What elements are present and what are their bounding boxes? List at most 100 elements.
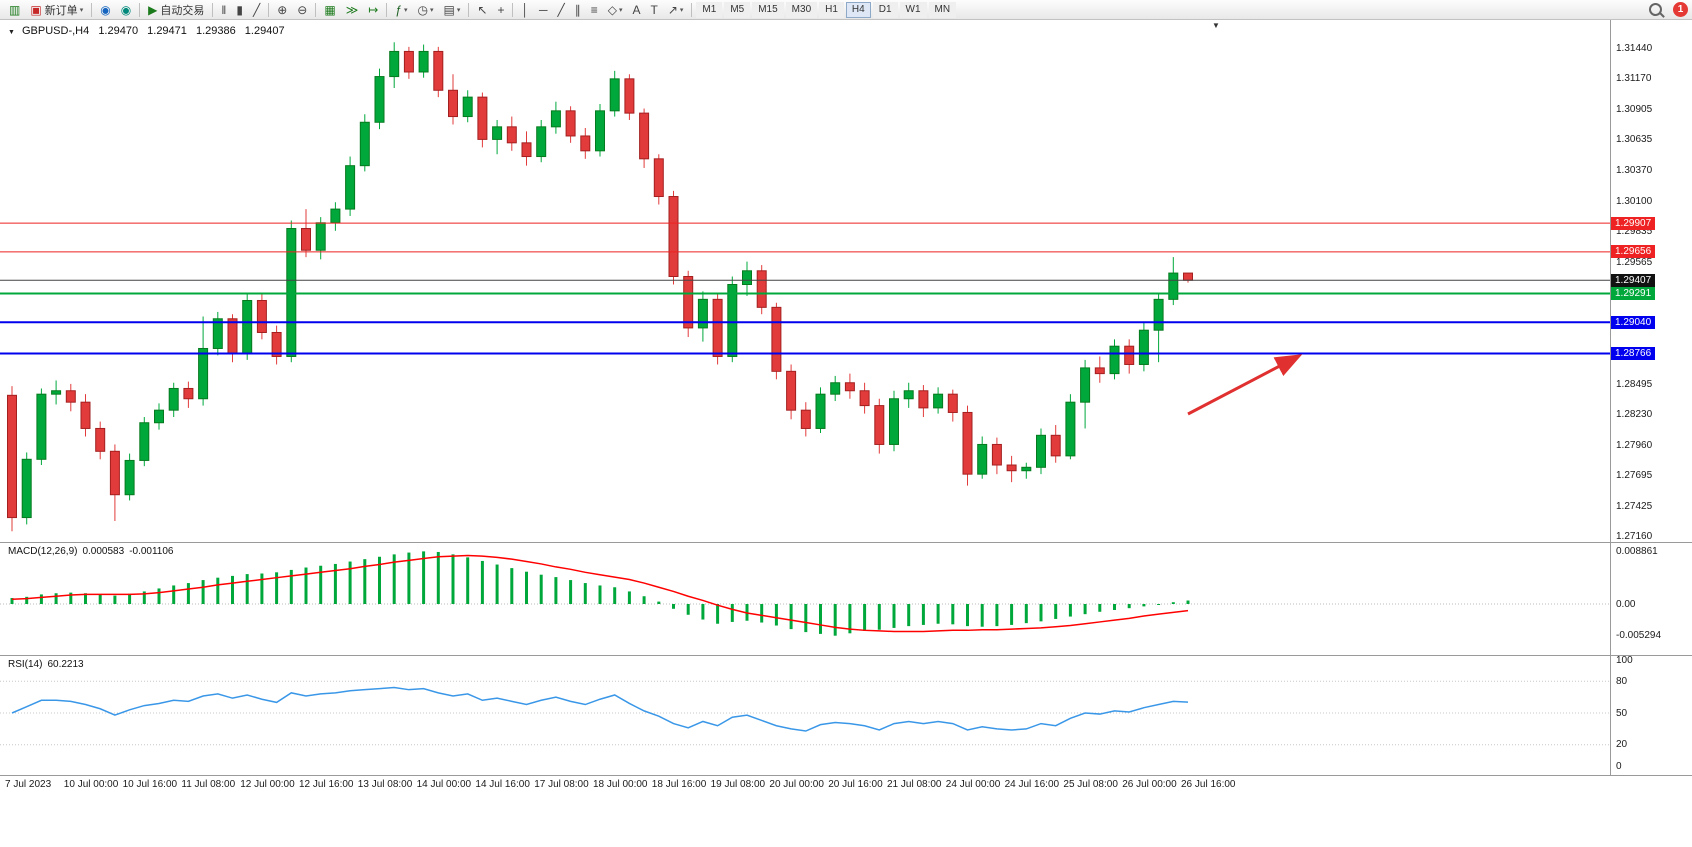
new-chart-button[interactable]: ▥ <box>5 1 24 18</box>
line-chart-icon: ╱ <box>252 2 261 17</box>
macd-label: MACD(12,26,9) 0.000583 -0.001106 <box>8 546 174 557</box>
autotrading-icon: ▶ <box>148 2 158 17</box>
quote-high: 1.29471 <box>147 25 187 37</box>
toolbar-separator <box>691 2 693 17</box>
toolbar-separator <box>268 2 270 17</box>
trendline-icon: ╱ <box>557 2 565 17</box>
toolbar-separator <box>512 2 514 17</box>
toolbar-separator <box>468 2 470 17</box>
quote-open: 1.29470 <box>98 25 139 37</box>
search-button[interactable] <box>1645 1 1666 18</box>
one-click-trading-toggle[interactable]: ▼ <box>8 29 15 36</box>
notifications-badge[interactable]: 1 <box>1673 2 1688 17</box>
indicators-icon: ƒ <box>395 2 402 17</box>
vertical-line-icon: │ <box>521 2 529 17</box>
time-axis <box>0 776 1692 847</box>
chevron-down-icon: ▾ <box>430 6 434 14</box>
new-order-icon: ▣ <box>30 2 42 17</box>
shapes-button[interactable]: ◇ ▾ <box>604 1 627 18</box>
price-axis-separator <box>1610 20 1611 776</box>
chevron-down-icon: ▾ <box>456 6 461 14</box>
vertical-line-button[interactable]: │ <box>517 1 533 18</box>
rsi-label: RSI(14) 60.2213 <box>8 659 84 670</box>
mql5-community-icon-icon: ◉ <box>100 2 111 17</box>
tile-windows-button[interactable]: ▦ <box>320 1 339 18</box>
periods-button[interactable]: ◷ ▾ <box>414 1 438 18</box>
quote-close: 1.29407 <box>244 25 285 37</box>
text-button[interactable]: A <box>628 1 644 18</box>
auto-scroll-button[interactable]: ≫ <box>342 1 363 18</box>
crosshair-button[interactable]: + <box>493 1 508 18</box>
tile-windows-icon: ▦ <box>324 2 336 17</box>
bar-chart-icon: ǁ <box>221 2 227 17</box>
timeframe-h1-button[interactable]: H1 <box>819 1 844 18</box>
zoom-out-button[interactable]: ⊖ <box>293 1 311 18</box>
timeframe-d1-button[interactable]: D1 <box>872 1 898 18</box>
timeframe-m1-button[interactable]: M1 <box>696 1 723 18</box>
periods-icon: ◷ <box>417 2 428 17</box>
horizontal-line-button[interactable]: ─ <box>535 1 552 18</box>
horizontal-line-icon: ─ <box>538 2 548 17</box>
text-label-icon: T <box>650 2 658 17</box>
timeframe-h4-button[interactable]: H4 <box>845 1 871 18</box>
timeframe-m15-button[interactable]: M15 <box>752 1 784 18</box>
zoom-in-button[interactable]: ⊕ <box>273 1 291 18</box>
autotrading-button-label: 自动交易 <box>160 4 205 17</box>
indicators-button[interactable]: ƒ ▾ <box>391 1 411 18</box>
quote-low: 1.29386 <box>195 25 236 37</box>
panel-separator[interactable] <box>0 655 1692 656</box>
shapes-icon: ◇ <box>607 2 617 17</box>
zoom-in-icon: ⊕ <box>277 2 288 17</box>
toolbar: ▥ ▣ 新订单 ▾ ◉ ◉ ▶ 自动交易 ǁ ▮ ╱ ⊕ ⊖ ▦ ≫ ↦ ƒ ▾ ◷ ▾ ▤ ▾ ↖ + │ ─ ╱ ∥ ≡ ◇ ▾ A T ↗ ▾… <box>0 0 1692 20</box>
equidistant-channel-button[interactable]: ∥ <box>571 1 585 18</box>
chart-shift-button[interactable]: ↦ <box>364 1 382 18</box>
timeframe-mn-button[interactable]: MN <box>928 1 957 18</box>
macd-value-main: 0.000583 <box>82 546 125 557</box>
candlestick-chart-icon: ▮ <box>236 2 243 17</box>
text-label-button[interactable]: T <box>646 1 661 18</box>
chart-shift-icon: ↦ <box>368 2 379 17</box>
panel-separator <box>0 775 1692 776</box>
auto-scroll-icon: ≫ <box>345 2 359 17</box>
fibonacci-button[interactable]: ≡ <box>587 1 602 18</box>
macd-value-signal: -0.001106 <box>129 546 174 557</box>
support-icon[interactable]: ◉ <box>117 1 135 18</box>
toolbar-separator <box>212 2 214 17</box>
new-chart-icon: ▥ <box>9 2 21 17</box>
chevron-down-icon: ▾ <box>618 6 623 14</box>
toolbar-separator <box>139 2 141 17</box>
text-icon: A <box>632 2 641 17</box>
macd-panel[interactable] <box>0 543 1692 655</box>
panel-separator[interactable] <box>0 542 1692 543</box>
main-chart-panel[interactable] <box>0 20 1692 542</box>
bar-chart-button[interactable]: ǁ <box>217 1 230 18</box>
line-chart-button[interactable]: ╱ <box>249 1 264 18</box>
cursor-icon: ↖ <box>477 2 488 17</box>
mql5-community-icon[interactable]: ◉ <box>96 1 114 18</box>
new-order-button[interactable]: ▣ 新订单 ▾ <box>26 1 87 18</box>
toolbar-separator <box>315 2 317 17</box>
timeframe-m30-button[interactable]: M30 <box>785 1 818 18</box>
rsi-panel[interactable] <box>0 656 1692 775</box>
new-order-button-label: 新订单 <box>44 4 78 17</box>
support-icon-icon: ◉ <box>120 2 132 17</box>
trendline-button[interactable]: ╱ <box>553 1 568 18</box>
candlestick-chart-button[interactable]: ▮ <box>232 1 247 18</box>
arrows-button[interactable]: ↗ ▾ <box>664 1 688 18</box>
timeframe-w1-button[interactable]: W1 <box>899 1 927 18</box>
templates-button[interactable]: ▤ ▾ <box>440 1 465 18</box>
chart-shift-marker[interactable]: ▼ <box>1212 21 1220 30</box>
toolbar-separator <box>91 2 93 17</box>
fibonacci-icon: ≡ <box>590 2 598 17</box>
arrows-icon: ↗ <box>667 2 678 17</box>
zoom-out-icon: ⊖ <box>297 2 308 17</box>
symbol-period-label: GBPUSD-,H4 <box>22 25 90 37</box>
cursor-button[interactable]: ↖ <box>473 1 491 18</box>
timeframe-m5-button[interactable]: M5 <box>724 1 751 18</box>
chevron-down-icon: ▾ <box>679 6 684 14</box>
toolbar-separator <box>386 2 388 17</box>
autotrading-button[interactable]: ▶ 自动交易 <box>144 1 208 18</box>
chevron-down-icon: ▾ <box>79 6 84 14</box>
